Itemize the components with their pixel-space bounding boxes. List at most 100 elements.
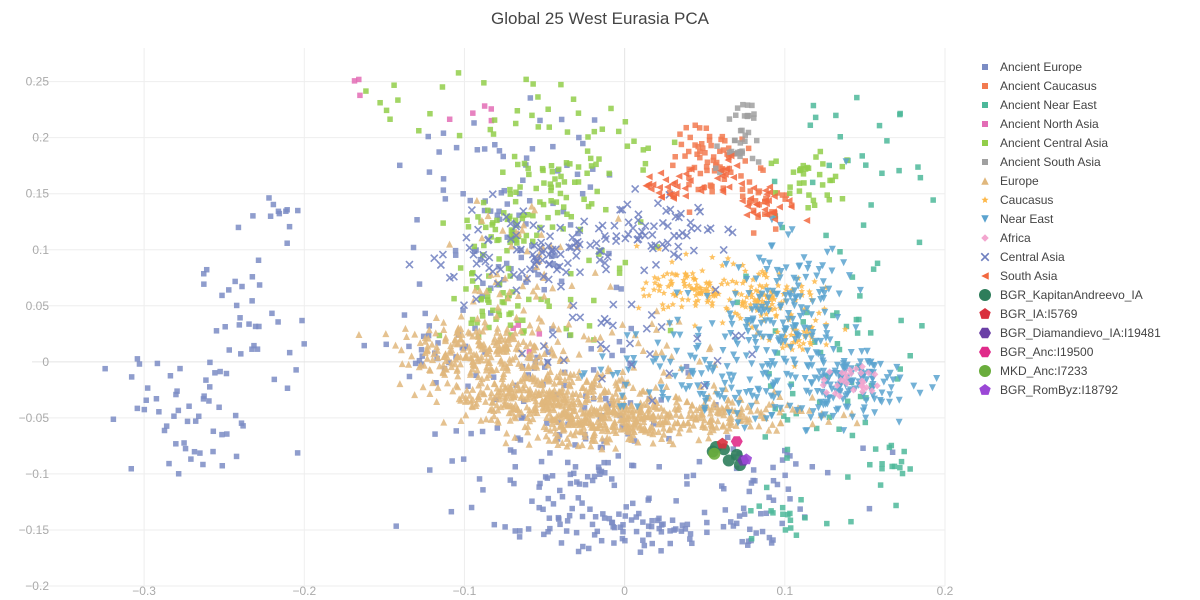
data-point — [800, 162, 807, 169]
legend-item[interactable]: Caucasus — [972, 190, 1197, 209]
data-point — [733, 410, 741, 418]
data-point — [834, 341, 841, 347]
data-point — [455, 70, 462, 76]
data-point — [481, 103, 488, 109]
legend-item[interactable]: Ancient North Asia — [972, 114, 1197, 133]
data-point — [609, 476, 615, 482]
legend-item[interactable]: BGR_Anc:I19500 — [972, 342, 1197, 361]
data-point — [442, 365, 450, 373]
legend-marker-icon — [972, 114, 998, 133]
data-point — [660, 368, 668, 376]
legend-item[interactable]: BGR_Diamandievo_IA:I19481 — [972, 323, 1197, 342]
data-point — [545, 495, 552, 502]
data-point — [521, 160, 528, 167]
legend-item[interactable]: BGR_IA:I5769 — [972, 304, 1197, 323]
data-point — [522, 342, 530, 350]
data-point — [665, 369, 674, 378]
data-point — [858, 348, 866, 356]
data-point — [566, 382, 574, 390]
legend-item[interactable]: Ancient Caucasus — [972, 76, 1197, 95]
x-tick-label: 0.1 — [776, 584, 793, 598]
data-point — [520, 177, 526, 183]
data-point — [572, 251, 581, 260]
legend-marker-icon — [972, 342, 998, 361]
data-point — [579, 383, 587, 391]
data-point — [588, 346, 594, 352]
data-point — [596, 404, 604, 412]
data-point — [765, 259, 773, 267]
data-point — [724, 255, 732, 262]
data-point — [910, 382, 918, 390]
x-tick-label: −0.1 — [453, 584, 477, 598]
data-point — [173, 391, 179, 398]
data-point — [684, 290, 692, 298]
data-point — [704, 287, 712, 294]
legend-item[interactable]: BGR_KapitanAndreevo_IA — [972, 285, 1197, 304]
data-point — [436, 149, 442, 155]
data-point — [748, 360, 756, 368]
data-point — [501, 383, 509, 391]
data-point — [631, 184, 640, 193]
legend-symbol — [979, 383, 991, 395]
data-point — [200, 461, 206, 468]
legend-item[interactable]: Ancient South Asia — [972, 152, 1197, 171]
data-point — [201, 393, 207, 399]
data-point — [645, 291, 653, 299]
data-point — [703, 292, 711, 300]
data-point — [756, 503, 762, 509]
data-point — [269, 310, 275, 317]
legend-item[interactable]: Near East — [972, 209, 1197, 228]
data-point — [782, 333, 789, 340]
data-point — [485, 207, 491, 214]
legend-item[interactable]: Ancient Europe — [972, 57, 1197, 76]
legend-item[interactable]: BGR_RomByz:I18792 — [972, 380, 1197, 399]
data-point — [768, 420, 776, 428]
data-point — [779, 344, 786, 351]
data-point — [667, 540, 674, 547]
data-point — [495, 336, 503, 344]
data-point — [490, 131, 497, 137]
data-point — [442, 333, 450, 341]
data-point — [771, 178, 778, 185]
data-point — [742, 158, 748, 164]
data-point — [728, 320, 736, 328]
data-point — [782, 472, 788, 479]
data-point — [256, 323, 262, 330]
legend-item[interactable]: MKD_Anc:I7233 — [972, 361, 1197, 380]
legend-item[interactable]: Central Asia — [972, 247, 1197, 266]
legend-item[interactable]: Ancient Central Asia — [972, 133, 1197, 152]
data-point — [622, 259, 629, 266]
legend-item[interactable]: South Asia — [972, 266, 1197, 285]
legend-item[interactable]: Ancient Near East — [972, 95, 1197, 114]
data-point — [755, 270, 763, 277]
data-point — [608, 321, 617, 330]
data-point — [493, 401, 501, 409]
data-point — [134, 356, 141, 362]
data-point — [546, 368, 554, 376]
data-point — [606, 515, 613, 522]
data-point — [535, 324, 543, 332]
data-point — [472, 325, 478, 332]
data-point — [802, 387, 810, 395]
data-point — [683, 124, 689, 131]
legend-item[interactable]: Europe — [972, 171, 1197, 190]
data-point — [517, 528, 523, 534]
data-point — [571, 179, 578, 185]
data-point — [819, 262, 827, 270]
data-point — [583, 376, 591, 384]
data-point — [548, 420, 556, 428]
data-point — [469, 396, 477, 404]
data-point — [809, 328, 817, 336]
data-point — [210, 428, 217, 435]
data-point — [689, 540, 695, 547]
data-point — [573, 529, 580, 536]
data-point — [640, 519, 646, 525]
legend-item[interactable]: Africa — [972, 228, 1197, 247]
data-point — [694, 289, 702, 296]
data-point — [596, 247, 605, 256]
data-point — [446, 240, 454, 248]
data-point — [606, 400, 613, 407]
data-point — [623, 415, 631, 423]
data-point — [587, 506, 593, 512]
